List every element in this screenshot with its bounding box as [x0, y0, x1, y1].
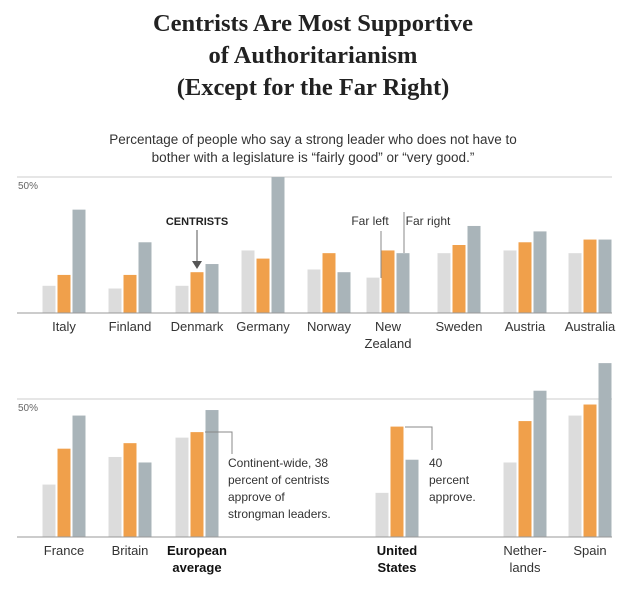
bar-far-left — [175, 285, 189, 313]
chart-subtitle: Percentage of people who say a strong le… — [0, 131, 626, 167]
europe-annotation-line: strongman leaders. — [228, 507, 331, 521]
bar-centrist — [57, 448, 71, 537]
europe-annotation-line: approve of — [228, 490, 285, 504]
europe-annotation-line: percent of centrists — [228, 473, 329, 487]
country-label: States — [377, 560, 416, 575]
legend-far-left: Far left — [351, 214, 389, 228]
bar-far-left — [503, 462, 517, 537]
bar-centrist — [583, 404, 597, 537]
title-line-3: (Except for the Far Right) — [176, 74, 450, 101]
bar-centrist — [57, 274, 71, 313]
bar-far-left — [307, 269, 321, 313]
bar-far-left — [241, 250, 255, 313]
country-label: France — [44, 543, 84, 558]
country-label: United — [377, 543, 418, 558]
europe-annotation-line: Continent-wide, 38 — [228, 456, 328, 470]
bar-centrist — [123, 274, 137, 313]
country-label: lands — [509, 560, 541, 575]
bar-far-right — [138, 462, 152, 537]
bar-far-right — [396, 253, 410, 313]
bar-far-left — [375, 492, 389, 537]
bar-centrist — [256, 258, 270, 313]
country-label: Zealand — [365, 336, 412, 351]
bar-far-right — [138, 242, 152, 313]
y-tick-label: 50% — [18, 181, 38, 192]
country-label: Britain — [112, 543, 149, 558]
bar-far-left — [42, 484, 56, 537]
us-annotation-line: 40 — [429, 456, 443, 470]
us-annotation-line: approve. — [429, 490, 476, 504]
us-annotation-line: percent — [429, 473, 470, 487]
bar-centrist — [390, 426, 404, 537]
country-label: Germany — [236, 319, 290, 334]
bar-far-left — [568, 253, 582, 313]
country-label: Nether- — [503, 543, 546, 558]
bar-centrist — [583, 239, 597, 313]
bar-far-left — [175, 437, 189, 537]
bar-far-left — [42, 285, 56, 313]
country-label: Italy — [52, 319, 76, 334]
bar-far-right — [205, 410, 219, 537]
bar-far-right — [598, 363, 612, 537]
bar-centrist — [123, 443, 137, 537]
chart-title: Centrists Are Most Supportive of Authori… — [0, 8, 626, 104]
bar-far-right — [337, 272, 351, 313]
bar-far-left — [568, 415, 582, 537]
country-label: Norway — [307, 319, 352, 334]
bar-far-right — [467, 225, 481, 313]
bar-far-right — [205, 264, 219, 313]
bar-far-right — [533, 390, 547, 537]
subtitle-line-2: bother with a legislature is “fairly goo… — [151, 150, 475, 165]
legend-far-right: Far right — [406, 214, 451, 228]
bar-far-right — [405, 459, 419, 537]
country-label: Finland — [109, 319, 152, 334]
us-annotation-leader — [405, 426, 433, 450]
country-label: New — [375, 319, 402, 334]
bar-far-right — [72, 209, 86, 313]
subtitle-line-1: Percentage of people who say a strong le… — [109, 132, 517, 147]
country-label: Austria — [505, 319, 546, 334]
country-label: Denmark — [171, 319, 224, 334]
bar-centrist — [518, 421, 532, 537]
country-label: Australia — [565, 319, 616, 334]
country-label: European — [167, 543, 227, 558]
title-line-1: Centrists Are Most Supportive — [152, 10, 474, 37]
bar-centrist — [190, 272, 204, 313]
bar-centrist — [322, 253, 336, 313]
bar-far-left — [108, 288, 122, 313]
bar-far-right — [271, 177, 285, 313]
bar-far-right — [533, 231, 547, 313]
legend-centrists: CENTRISTS — [166, 216, 228, 228]
bar-centrist — [190, 432, 204, 537]
bar-centrist — [452, 245, 466, 313]
bar-centrist — [381, 250, 395, 313]
y-tick-label: 50% — [18, 403, 38, 414]
bar-far-left — [366, 277, 380, 313]
europe-annotation-leader — [205, 431, 233, 454]
centrists-arrowhead — [192, 261, 202, 269]
title-line-2: of Authoritarianism — [208, 42, 418, 69]
country-label: average — [172, 560, 221, 575]
bar-far-right — [598, 239, 612, 313]
country-label: Spain — [573, 543, 606, 558]
bar-far-left — [503, 250, 517, 313]
bar-centrist — [518, 242, 532, 313]
bar-far-right — [72, 415, 86, 537]
bar-far-left — [108, 456, 122, 537]
country-label: Sweden — [436, 319, 483, 334]
bar-far-left — [437, 253, 451, 313]
